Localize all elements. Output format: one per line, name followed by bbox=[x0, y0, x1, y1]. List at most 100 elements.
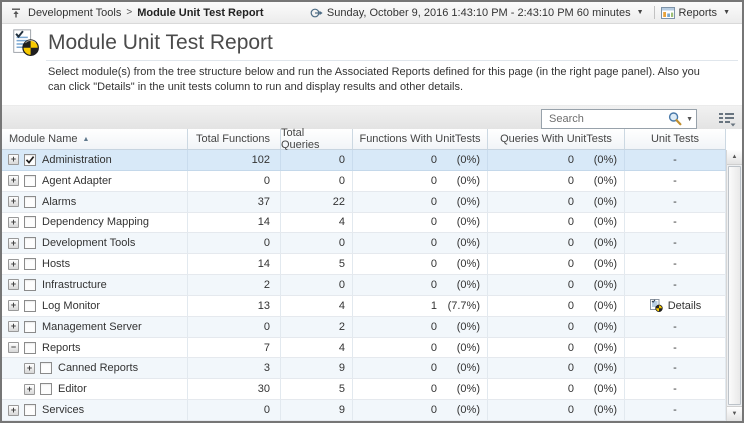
column-chooser-icon[interactable] bbox=[718, 111, 736, 127]
row-checkbox[interactable] bbox=[24, 174, 36, 187]
module-name-label: Development Tools bbox=[42, 237, 136, 250]
unittest-percent: (0%) bbox=[456, 174, 480, 187]
row-checkbox[interactable] bbox=[24, 153, 36, 166]
module-name-cell: + Dependency Mapping bbox=[2, 212, 188, 233]
column-header-functions-with-unittests[interactable]: Functions With UnitTests bbox=[353, 129, 488, 149]
expand-toggle[interactable]: + bbox=[8, 216, 19, 228]
module-name-label: Reports bbox=[42, 341, 81, 354]
column-header-unit-tests[interactable]: Unit Tests bbox=[625, 129, 726, 149]
unittest-count: 0 bbox=[567, 299, 574, 312]
row-checkbox[interactable] bbox=[40, 383, 52, 396]
functions-with-unittests-cell: 0 (0%) bbox=[353, 400, 488, 420]
table-row[interactable]: + Alarms 37 22 0 (0%) 0 (0%) - bbox=[2, 191, 726, 213]
expand-toggle[interactable]: + bbox=[8, 279, 19, 291]
table-row[interactable]: + Canned Reports 3 9 0 (0%) 0 (0%) - bbox=[2, 358, 726, 380]
expand-toggle[interactable]: + bbox=[24, 362, 35, 374]
table-row[interactable]: + Infrastructure 2 0 0 (0%) 0 (0%) - bbox=[2, 275, 726, 296]
row-checkbox[interactable] bbox=[24, 299, 36, 312]
search-options-dropdown-icon[interactable]: ▼ bbox=[686, 115, 693, 123]
table-row[interactable]: + Editor 30 5 0 (0%) 0 (0%) - bbox=[2, 379, 726, 401]
row-checkbox[interactable] bbox=[24, 237, 36, 250]
module-name-label: Hosts bbox=[42, 258, 71, 271]
reports-button[interactable]: Reports bbox=[678, 6, 718, 19]
expand-toggle[interactable]: + bbox=[8, 258, 19, 270]
total-functions-cell: 14 bbox=[188, 212, 281, 233]
breadcrumb-item-development-tools[interactable]: Development Tools bbox=[28, 6, 122, 19]
unittest-percent: (0%) bbox=[593, 299, 617, 312]
row-checkbox[interactable] bbox=[24, 278, 36, 291]
unit-tests-cell: - bbox=[625, 358, 726, 379]
unittest-percent: (0%) bbox=[593, 237, 617, 250]
topbar-actions: Sunday, October 9, 2016 1:43:10 PM - 2:4… bbox=[310, 6, 734, 19]
row-checkbox[interactable] bbox=[40, 362, 52, 375]
vertical-scrollbar[interactable]: ▲ ▼ bbox=[726, 150, 742, 421]
unittest-count: 0 bbox=[567, 341, 574, 354]
unittest-count: 0 bbox=[430, 278, 437, 291]
table-row[interactable]: + Development Tools 0 0 0 (0%) 0 (0%) - bbox=[2, 233, 726, 255]
table-header: Module Name ▲ Total Functions Total Quer… bbox=[2, 127, 726, 151]
no-unit-tests-dash: - bbox=[673, 195, 677, 208]
module-name-cell: + Hosts bbox=[2, 254, 188, 275]
details-link[interactable]: Details bbox=[649, 299, 702, 313]
table-row[interactable]: + Log Monitor 13 4 1 (7.7%) 0 (0%) Details bbox=[2, 295, 726, 317]
table-row[interactable]: − Reports 7 4 0 (0%) 0 (0%) - bbox=[2, 337, 726, 359]
scroll-down-button[interactable]: ▼ bbox=[727, 406, 742, 421]
scrollbar-thumb[interactable] bbox=[728, 166, 741, 405]
reports-icon bbox=[660, 6, 675, 19]
expand-toggle[interactable]: + bbox=[8, 404, 19, 416]
row-checkbox[interactable] bbox=[24, 320, 36, 333]
expand-toggle[interactable]: + bbox=[8, 175, 19, 187]
time-range-dropdown-icon[interactable]: ▼ bbox=[636, 9, 644, 16]
collapse-toggle[interactable]: − bbox=[8, 342, 19, 354]
column-header-module-name[interactable]: Module Name ▲ bbox=[2, 129, 188, 149]
unittest-percent: (0%) bbox=[593, 320, 617, 333]
module-name-label: Dependency Mapping bbox=[42, 216, 150, 229]
time-range-label[interactable]: Sunday, October 9, 2016 1:43:10 PM - 2:4… bbox=[326, 6, 631, 19]
row-checkbox[interactable] bbox=[24, 258, 36, 271]
details-label: Details bbox=[667, 299, 702, 312]
expand-toggle[interactable]: + bbox=[24, 383, 35, 395]
sort-ascending-icon: ▲ bbox=[82, 135, 90, 143]
unittest-percent: (0%) bbox=[456, 153, 480, 166]
search-input[interactable] bbox=[547, 112, 668, 126]
expand-toggle[interactable]: + bbox=[8, 237, 19, 249]
functions-with-unittests-cell: 0 (0%) bbox=[353, 212, 488, 233]
up-level-icon[interactable] bbox=[10, 7, 22, 19]
scroll-up-button[interactable]: ▲ bbox=[727, 150, 742, 165]
row-checkbox[interactable] bbox=[24, 216, 36, 229]
total-functions-cell: 14 bbox=[188, 254, 281, 275]
expand-toggle[interactable]: + bbox=[8, 321, 19, 333]
queries-with-unittests-cell: 0 (0%) bbox=[488, 191, 625, 212]
topbar-divider bbox=[653, 6, 655, 19]
unittest-percent: (0%) bbox=[456, 216, 480, 229]
unit-tests-cell: - bbox=[625, 254, 726, 275]
queries-with-unittests-cell: 0 (0%) bbox=[488, 337, 625, 358]
column-header-total-queries[interactable]: Total Queries bbox=[281, 127, 353, 151]
functions-with-unittests-cell: 0 (0%) bbox=[353, 337, 488, 358]
column-header-label: Unit Tests bbox=[650, 133, 700, 145]
table-row[interactable]: + Services 0 9 0 (0%) 0 (0%) - bbox=[2, 400, 726, 421]
scroll-up-icon: ▲ bbox=[731, 154, 738, 160]
expand-toggle[interactable]: + bbox=[8, 154, 19, 166]
table-row[interactable]: + Management Server 0 2 0 (0%) 0 (0%) - bbox=[2, 316, 726, 338]
time-range-icon bbox=[310, 7, 323, 19]
row-checkbox[interactable] bbox=[24, 195, 36, 208]
table-row[interactable]: + Agent Adapter 0 0 0 (0%) 0 (0%) - bbox=[2, 170, 726, 192]
unittest-percent: (0%) bbox=[593, 174, 617, 187]
total-functions-cell: 7 bbox=[188, 337, 281, 358]
reports-dropdown-icon[interactable]: ▼ bbox=[723, 9, 730, 16]
row-checkbox[interactable] bbox=[24, 341, 36, 354]
column-header-queries-with-unittests[interactable]: Queries With UnitTests bbox=[488, 129, 625, 149]
table-row[interactable]: + Dependency Mapping 14 4 0 (0%) 0 (0%) - bbox=[2, 212, 726, 234]
column-header-total-functions[interactable]: Total Functions bbox=[188, 129, 281, 149]
expand-toggle[interactable]: + bbox=[8, 300, 19, 312]
expand-toggle[interactable]: + bbox=[8, 196, 19, 208]
title-divider bbox=[46, 60, 738, 61]
search-icon[interactable] bbox=[667, 111, 683, 127]
table-row[interactable]: + Administration 102 0 0 (0%) 0 (0%) - bbox=[2, 150, 726, 171]
column-header-label: Functions With UnitTests bbox=[359, 133, 481, 145]
row-checkbox[interactable] bbox=[24, 404, 36, 417]
table-row[interactable]: + Hosts 14 5 0 (0%) 0 (0%) - bbox=[2, 254, 726, 276]
no-unit-tests-dash: - bbox=[673, 237, 677, 250]
